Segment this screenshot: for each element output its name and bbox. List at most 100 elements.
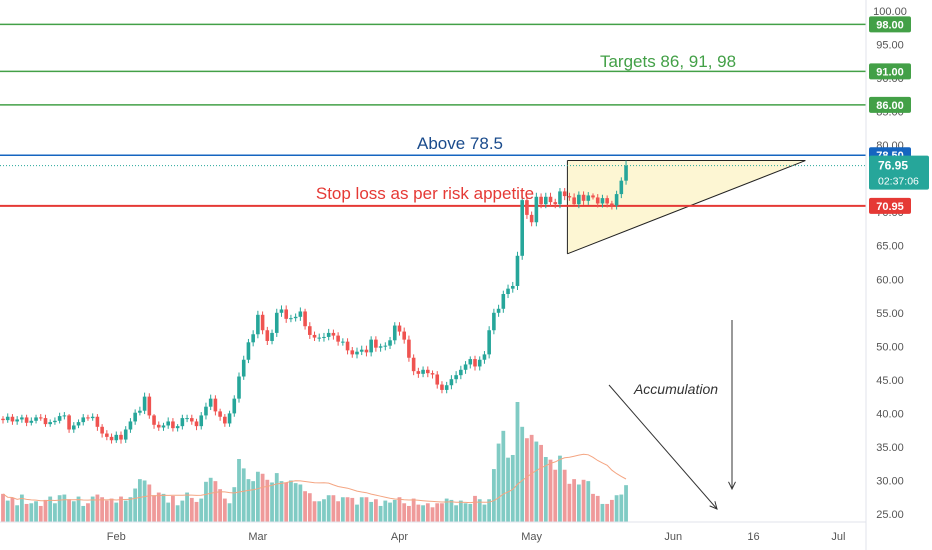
candle-body — [293, 316, 298, 319]
time-axis[interactable]: Feb Mar Apr May Jun 16 Jul — [107, 531, 846, 543]
candle — [492, 308, 496, 335]
candle-body — [421, 369, 425, 374]
candle-body — [161, 425, 166, 428]
last-price-label: 76.95 — [878, 159, 908, 173]
candle — [487, 326, 491, 359]
candle-body — [152, 415, 156, 425]
volume-bar — [147, 484, 152, 522]
volume-bar — [553, 469, 558, 522]
candle — [369, 336, 373, 357]
candle — [326, 328, 331, 341]
volume-bar — [529, 434, 534, 522]
volume-bar — [468, 503, 473, 522]
volume-bar — [520, 426, 525, 522]
volume-bar — [600, 503, 605, 522]
candle-body — [34, 417, 38, 421]
plot-area[interactable]: Targets 86, 91, 98 Above 78.5 Stop loss … — [0, 23, 866, 522]
volume-bar — [274, 473, 279, 522]
price-badge: 70.95 — [869, 197, 911, 214]
candle-body — [194, 421, 199, 427]
candle-body — [350, 350, 355, 355]
volume-bar — [515, 401, 520, 522]
candle — [279, 305, 284, 317]
price-tick-label: 50.00 — [876, 341, 904, 353]
candle — [218, 408, 222, 421]
candle-body — [274, 312, 279, 333]
candle-body — [374, 339, 378, 348]
volume-ma-line — [2, 453, 627, 504]
candle-body — [72, 425, 76, 430]
candle — [336, 332, 340, 346]
candle-body — [430, 373, 435, 375]
candle — [20, 414, 24, 423]
price-badge: 98.00 — [869, 16, 911, 33]
candle — [5, 413, 10, 423]
candle-body — [156, 424, 161, 428]
volume-bar — [506, 457, 510, 522]
volume-bar — [166, 502, 171, 522]
volume-bar — [501, 430, 506, 522]
volume-bar — [567, 483, 572, 522]
candle — [397, 322, 402, 336]
targets-annotation: Targets 86, 91, 98 — [600, 52, 736, 71]
candle — [416, 367, 421, 378]
volume-bar — [595, 495, 600, 522]
candle-body — [279, 309, 284, 313]
candle-body — [128, 421, 133, 430]
volume-bar — [609, 499, 614, 522]
volume-bar — [194, 501, 199, 522]
candle-body — [227, 413, 232, 424]
candle — [190, 414, 194, 425]
candle — [331, 329, 336, 340]
candle — [355, 347, 359, 359]
candle-body — [5, 416, 10, 421]
volume-bar — [340, 497, 345, 522]
volume-bar — [326, 495, 331, 522]
candle-body — [369, 339, 373, 353]
candle-body — [515, 255, 520, 286]
candle — [440, 381, 444, 394]
candle — [213, 395, 218, 416]
price-badge-label: 70.95 — [876, 201, 904, 213]
candle-body — [463, 364, 468, 370]
candle-body — [501, 294, 506, 309]
candle-body — [303, 311, 307, 327]
volume-bar — [180, 500, 185, 522]
volume-bar — [364, 497, 369, 522]
candle-body — [392, 325, 397, 341]
candle — [477, 356, 482, 371]
candle-body — [610, 203, 614, 206]
volume-bar — [218, 489, 223, 522]
candle — [48, 419, 52, 427]
candle-body — [440, 384, 444, 390]
candle-body — [586, 195, 591, 201]
volume-bar — [303, 491, 307, 522]
volume-bar — [558, 455, 562, 522]
price-axis[interactable]: 100.0095.0090.0085.0080.0075.0070.0065.0… — [873, 6, 907, 521]
volume-bar — [312, 501, 317, 522]
candle-body — [600, 198, 605, 204]
candle — [147, 393, 152, 419]
candle-body — [558, 191, 562, 205]
volume-bar — [449, 499, 454, 522]
candle-body — [67, 415, 71, 430]
volume-bar — [222, 498, 227, 522]
arrow-head — [728, 481, 736, 491]
volume-bar — [133, 488, 138, 522]
volume-bar — [24, 503, 29, 522]
time-tick-label: May — [521, 531, 542, 543]
volume-bar — [53, 503, 57, 522]
price-badge-bg — [869, 16, 911, 33]
candle — [185, 414, 189, 423]
candle — [501, 290, 506, 313]
volume-bar — [100, 497, 105, 522]
candle — [548, 192, 553, 207]
accumulation-arrows — [608, 320, 736, 510]
candle — [251, 330, 255, 347]
candle — [510, 281, 515, 293]
candlesticks — [1, 160, 628, 444]
candle-body — [444, 385, 449, 390]
accumulation-annotation: Accumulation — [633, 381, 718, 397]
candle-body — [256, 314, 260, 335]
